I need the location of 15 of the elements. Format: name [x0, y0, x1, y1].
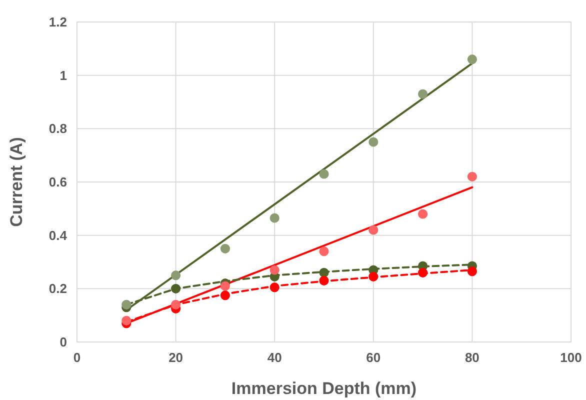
y-tick-label: 0.6 — [48, 174, 67, 190]
x-tick-label: 20 — [168, 350, 184, 365]
y-tick-label: 0.2 — [48, 281, 67, 296]
x-tick-label: 100 — [560, 350, 582, 365]
y-axis-title: Current (A) — [7, 137, 26, 227]
y-tick-label: 1.2 — [48, 14, 67, 30]
y-tick-label: 0.8 — [48, 121, 67, 136]
x-tick-label: 80 — [464, 350, 480, 365]
x-tick-label: 40 — [267, 350, 282, 365]
x-tick-label: 0 — [73, 350, 81, 365]
x-tick-label: 60 — [366, 350, 381, 365]
y-tick-label: 0 — [60, 334, 67, 350]
x-axis-title: Immersion Depth (mm) — [231, 379, 417, 398]
y-tick-label: 1 — [60, 68, 67, 83]
y-tick-label: 0.4 — [48, 228, 68, 243]
